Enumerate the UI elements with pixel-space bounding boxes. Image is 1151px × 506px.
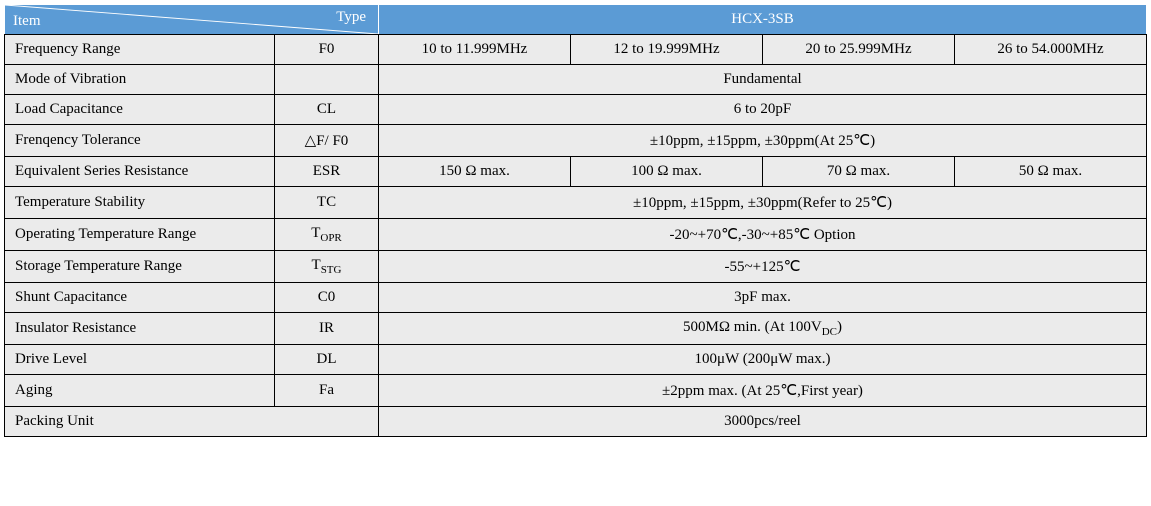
header-item-type-cell: Item Type [5, 5, 379, 35]
cell-value-span: 3pF max. [379, 283, 1147, 313]
cell-value: 20 to 25.999MHz [763, 35, 955, 65]
table-row: Packing Unit3000pcs/reel [5, 407, 1147, 437]
table-row: Storage Temperature RangeTSTG-55~+125℃ [5, 251, 1147, 283]
diagonal-line-icon [5, 5, 378, 34]
cell-item: Equivalent Series Resistance [5, 157, 275, 187]
cell-item: Temperature Stability [5, 187, 275, 219]
header-type-label: Type [336, 9, 366, 26]
cell-item: Aging [5, 375, 275, 407]
cell-value-span: 6 to 20pF [379, 95, 1147, 125]
cell-type [275, 65, 379, 95]
cell-type: ESR [275, 157, 379, 187]
table-row: Shunt CapacitanceC03pF max. [5, 283, 1147, 313]
cell-value: 100 Ω max. [571, 157, 763, 187]
table-row: AgingFa±2ppm max. (At 25℃,First year) [5, 375, 1147, 407]
cell-type: CL [275, 95, 379, 125]
cell-value-span: 3000pcs/reel [379, 407, 1147, 437]
table-header-row: Item Type HCX-3SB [5, 5, 1147, 35]
cell-type: Fa [275, 375, 379, 407]
cell-item: Drive Level [5, 345, 275, 375]
cell-value: 26 to 54.000MHz [955, 35, 1147, 65]
cell-value-span: 100μW (200μW max.) [379, 345, 1147, 375]
cell-value-span: ±10ppm, ±15ppm, ±30ppm(Refer to 25℃) [379, 187, 1147, 219]
cell-value: 10 to 11.999MHz [379, 35, 571, 65]
cell-type: IR [275, 313, 379, 345]
header-item-label: Item [13, 13, 41, 30]
cell-value-span: -55~+125℃ [379, 251, 1147, 283]
table-row: Temperature StabilityTC±10ppm, ±15ppm, ±… [5, 187, 1147, 219]
table-row: Load CapacitanceCL6 to 20pF [5, 95, 1147, 125]
cell-type: F0 [275, 35, 379, 65]
cell-value: 50 Ω max. [955, 157, 1147, 187]
table-row: Mode of Vibration Fundamental [5, 65, 1147, 95]
table-row: Drive LevelDL100μW (200μW max.) [5, 345, 1147, 375]
cell-item: Storage Temperature Range [5, 251, 275, 283]
cell-type: TSTG [275, 251, 379, 283]
table-row: Frenqency Tolerance△F/ F0±10ppm, ±15ppm,… [5, 125, 1147, 157]
cell-value-span: ±2ppm max. (At 25℃,First year) [379, 375, 1147, 407]
table-row: Frequency RangeF010 to 11.999MHz12 to 19… [5, 35, 1147, 65]
cell-item: Frenqency Tolerance [5, 125, 275, 157]
cell-value-span: -20~+70℃,-30~+85℃ Option [379, 219, 1147, 251]
cell-value: 150 Ω max. [379, 157, 571, 187]
cell-item: Packing Unit [5, 407, 379, 437]
cell-type: DL [275, 345, 379, 375]
spec-table: Item Type HCX-3SB Frequency RangeF010 to… [4, 4, 1147, 437]
cell-value-span: ±10ppm, ±15ppm, ±30ppm(At 25℃) [379, 125, 1147, 157]
cell-item: Insulator Resistance [5, 313, 275, 345]
cell-item: Operating Temperature Range [5, 219, 275, 251]
cell-type: TOPR [275, 219, 379, 251]
cell-item: Load Capacitance [5, 95, 275, 125]
table-row: Operating Temperature RangeTOPR-20~+70℃,… [5, 219, 1147, 251]
cell-value-span: Fundamental [379, 65, 1147, 95]
cell-value: 70 Ω max. [763, 157, 955, 187]
cell-type: △F/ F0 [275, 125, 379, 157]
table-row: Equivalent Series ResistanceESR150 Ω max… [5, 157, 1147, 187]
table-row: Insulator ResistanceIR500MΩ min. (At 100… [5, 313, 1147, 345]
cell-value-span: 500MΩ min. (At 100VDC) [379, 313, 1147, 345]
cell-value: 12 to 19.999MHz [571, 35, 763, 65]
cell-item: Mode of Vibration [5, 65, 275, 95]
cell-item: Shunt Capacitance [5, 283, 275, 313]
cell-type: TC [275, 187, 379, 219]
cell-item: Frequency Range [5, 35, 275, 65]
cell-type: C0 [275, 283, 379, 313]
header-product: HCX-3SB [379, 5, 1147, 35]
